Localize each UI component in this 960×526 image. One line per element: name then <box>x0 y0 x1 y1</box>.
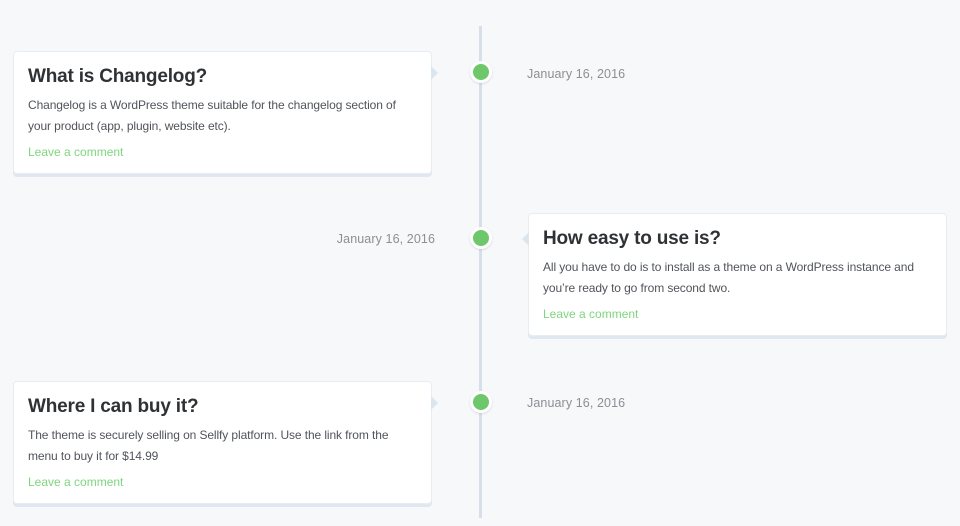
card-pointer-arrow <box>522 232 529 246</box>
card-pointer-arrow <box>431 396 438 410</box>
timeline-card-what-is-changelog: What is Changelog? Changelog is a WordPr… <box>13 51 438 174</box>
card-pointer-arrow <box>431 66 438 80</box>
timeline-date: January 16, 2016 <box>336 232 435 246</box>
card-body-text: All you have to do is to install as a th… <box>543 260 914 295</box>
timeline-dot <box>470 391 492 413</box>
leave-comment-link[interactable]: Leave a comment <box>543 307 639 321</box>
leave-comment-link[interactable]: Leave a comment <box>28 145 124 159</box>
timeline-card-where-to-buy: Where I can buy it? The theme is securel… <box>13 381 438 504</box>
timeline-date: January 16, 2016 <box>527 396 626 410</box>
card-title: Where I can buy it? <box>28 396 199 417</box>
timeline-dot <box>470 61 492 83</box>
card-body-text: Changelog is a WordPress theme suitable … <box>28 98 396 133</box>
timeline-date: January 16, 2016 <box>527 67 626 81</box>
card-title: How easy to use is? <box>543 228 721 249</box>
card-body-text: The theme is securely selling on Sellfy … <box>28 428 389 463</box>
leave-comment-link[interactable]: Leave a comment <box>28 475 124 489</box>
timeline-line <box>479 26 482 518</box>
timeline-dot <box>470 227 492 249</box>
card-title: What is Changelog? <box>28 66 208 87</box>
timeline-card-how-easy-to-use: How easy to use is? All you have to do i… <box>522 213 947 336</box>
